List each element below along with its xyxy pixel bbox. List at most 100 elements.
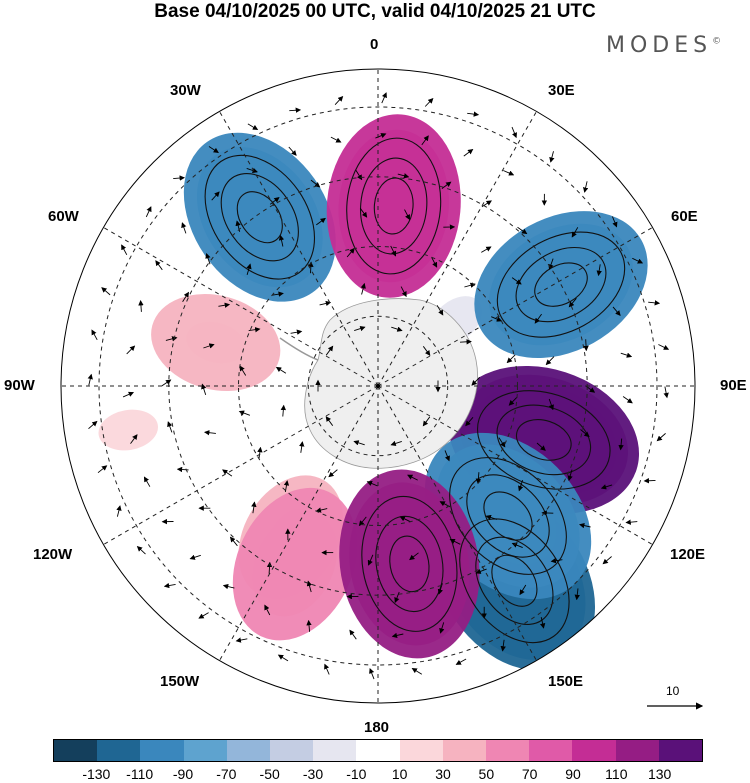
meridian-line	[103, 385, 379, 545]
wind-arrow	[280, 404, 287, 417]
antarctic-peninsula	[279, 337, 319, 361]
wind-arrow	[138, 300, 144, 312]
colorbar-tick-label: 50	[478, 766, 495, 782]
colorbar-cell	[356, 740, 400, 761]
wind-arrow	[397, 173, 410, 179]
wind-arrow	[409, 552, 419, 561]
label-lon-30w: 30W	[170, 82, 201, 99]
wind-arrow	[545, 356, 555, 366]
wind-arrow	[422, 346, 431, 356]
colorbar-cell	[140, 740, 184, 761]
wind-arrow	[391, 326, 403, 332]
brand-mark: ©	[712, 36, 722, 47]
colorbar-cell	[572, 740, 616, 761]
streamline	[496, 404, 592, 476]
wind-arrow	[299, 441, 305, 453]
label-lon-30e: 30E	[548, 82, 575, 99]
wind-arrow	[246, 167, 258, 174]
streamline	[515, 246, 607, 323]
label-lon-180: 180	[364, 719, 390, 736]
streamline	[220, 173, 299, 262]
wind-arrow	[455, 658, 467, 665]
wind-arrow	[360, 282, 366, 295]
wind-arrow	[334, 95, 344, 106]
wind-arrow	[465, 417, 474, 427]
wind-arrow	[97, 465, 108, 474]
wind-arrow	[247, 123, 259, 130]
wind-arrow	[201, 383, 207, 396]
wind-arrow	[121, 244, 128, 256]
wind-arrow	[290, 329, 303, 335]
wind-arrow	[229, 536, 238, 547]
colorbar-cell	[313, 740, 357, 761]
label-lon-90w: 90W	[4, 377, 35, 394]
wind-arrow	[411, 668, 423, 675]
colorbar-tick-label: -10	[346, 766, 367, 782]
wind-arrow	[568, 298, 577, 308]
wind-arrow	[161, 379, 172, 387]
colorbar-cell	[183, 740, 227, 761]
graticule	[61, 69, 695, 703]
wind-arrow	[349, 629, 357, 640]
wind-arrow	[181, 222, 187, 234]
colorbar-tick-label: -90	[172, 766, 194, 782]
wind-arrow	[116, 505, 122, 517]
wind-arrow	[204, 430, 216, 436]
wind-arrow	[369, 667, 375, 680]
wind-arrow	[536, 442, 546, 451]
wind-arrow	[358, 516, 367, 527]
colorbar-cell	[54, 740, 98, 761]
wind-arrow	[239, 365, 247, 376]
wind-arrow	[600, 484, 613, 490]
wind-arrow	[422, 416, 431, 427]
wind-arrow	[407, 474, 418, 481]
wind-arrow	[475, 472, 482, 485]
label-lon-150e: 150E	[548, 673, 584, 690]
wind-arrow	[306, 580, 313, 593]
wind-arrow	[582, 181, 589, 193]
latitude-circle	[238, 246, 518, 526]
colorbar-cell	[529, 740, 573, 761]
wind-arrow	[269, 197, 280, 205]
wind-arrow	[354, 326, 366, 332]
colorbar-cell	[226, 740, 271, 761]
wind-arrow	[211, 191, 220, 201]
streamline	[346, 137, 442, 275]
wind-arrow	[511, 542, 523, 549]
wind-arrow	[367, 554, 374, 566]
wind-arrow	[437, 583, 443, 595]
wind-arrow	[328, 469, 338, 478]
wind-arrow	[503, 170, 515, 176]
wind-arrow	[431, 257, 438, 268]
wind-arrow	[648, 300, 661, 306]
wind-arrow	[567, 469, 573, 482]
colorbar-tick-label: 10	[391, 766, 408, 782]
wind-arrow	[205, 252, 211, 265]
wind-arrow	[316, 217, 326, 226]
wind-arrow	[449, 538, 461, 545]
colorbar-cell	[442, 740, 487, 761]
wind-arrow	[189, 554, 201, 560]
wind-arrow	[324, 663, 330, 675]
wind-arrow	[198, 612, 209, 619]
wind-arrow	[319, 300, 332, 307]
meridian-line	[103, 227, 379, 387]
colorbar-tick-label: -30	[302, 766, 324, 782]
label-lon-90e: 90E	[720, 377, 747, 394]
wind-arrow	[222, 469, 233, 477]
wind-arrow	[353, 440, 365, 446]
streamline	[373, 177, 414, 235]
wind-arrow	[130, 434, 138, 444]
wind-arrow	[550, 558, 563, 564]
colorbar-tick-label: 130	[647, 766, 672, 782]
vector-scale-label: 10	[666, 684, 680, 698]
wind-arrow	[549, 151, 555, 163]
wind-arrow	[346, 247, 355, 258]
colorbar-tick-label: -70	[216, 766, 237, 782]
brand-logo: MODES©	[606, 33, 721, 58]
streamline	[236, 191, 283, 244]
colorbar-tick-label: 70	[521, 766, 538, 782]
wind-arrow	[658, 344, 670, 350]
wind-arrow	[400, 286, 407, 298]
wind-arrow	[611, 216, 618, 228]
